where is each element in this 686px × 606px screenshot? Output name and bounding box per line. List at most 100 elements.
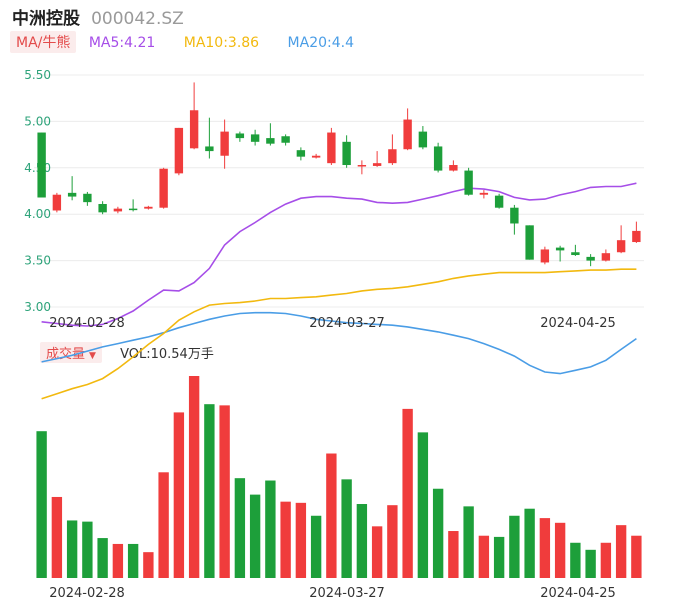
volume-bar[interactable] — [432, 488, 444, 578]
volume-bar[interactable] — [539, 518, 551, 578]
ma20-legend: MA20:4.4 — [287, 35, 354, 51]
stock-name: 中洲控股 — [12, 9, 80, 29]
candle[interactable] — [372, 151, 382, 167]
candle[interactable] — [586, 254, 595, 267]
volume-bar[interactable] — [173, 412, 185, 578]
x-axis-date-label: 2024-04-25 — [540, 316, 616, 331]
candle[interactable] — [525, 225, 534, 260]
candle[interactable] — [571, 244, 580, 256]
volume-bar[interactable] — [82, 521, 93, 578]
volume-bar[interactable] — [585, 549, 596, 578]
candle[interactable] — [616, 225, 626, 254]
caret-down-icon: ▼ — [89, 351, 96, 361]
volume-bar[interactable] — [371, 526, 383, 578]
volume-bar[interactable] — [326, 453, 337, 578]
candle[interactable] — [342, 135, 351, 168]
candle[interactable] — [296, 147, 306, 161]
candle[interactable] — [128, 199, 138, 212]
volume-bar[interactable] — [600, 542, 612, 578]
x-axis-date-label: 2024-04-25 — [540, 586, 616, 601]
volume-bar[interactable] — [524, 508, 535, 578]
ma5-line — [41, 182, 637, 327]
candlestick-series — [37, 82, 641, 267]
candle[interactable] — [37, 132, 46, 198]
candle[interactable] — [540, 246, 550, 265]
candle[interactable] — [113, 206, 123, 214]
candle[interactable] — [189, 82, 199, 150]
candle[interactable] — [403, 108, 412, 151]
candle[interactable] — [433, 142, 443, 173]
volume-bar[interactable] — [402, 408, 413, 578]
candle[interactable] — [510, 204, 519, 235]
chart-header: 中洲控股 000042.SZ — [12, 4, 184, 30]
volume-bar[interactable] — [127, 543, 139, 578]
volume-bar[interactable] — [615, 525, 627, 578]
volume-bar[interactable] — [387, 505, 398, 578]
candle[interactable] — [632, 221, 641, 243]
candle[interactable] — [494, 193, 504, 209]
volume-bar[interactable] — [295, 502, 307, 578]
volume-bar[interactable] — [265, 480, 276, 578]
ma-indicator-toggle[interactable]: MA/牛熊 — [10, 31, 77, 53]
volume-bar[interactable] — [36, 431, 47, 578]
candle[interactable] — [144, 205, 153, 210]
volume-bar[interactable] — [143, 552, 154, 578]
volume-bar[interactable] — [310, 515, 322, 578]
candle[interactable] — [464, 167, 473, 196]
volume-bar[interactable] — [341, 479, 352, 578]
volume-bar[interactable] — [51, 496, 63, 578]
volume-legend: 成交量 ▼ VOL:10.54万手 — [40, 342, 214, 363]
candle[interactable] — [205, 117, 214, 159]
volume-bar[interactable] — [509, 515, 520, 578]
candle[interactable] — [601, 249, 611, 262]
candle[interactable] — [67, 176, 77, 201]
volume-bar[interactable] — [493, 536, 505, 578]
candle[interactable] — [449, 160, 458, 172]
volume-bars — [36, 376, 642, 578]
volume-bar[interactable] — [97, 538, 108, 578]
volume-bar[interactable] — [417, 432, 429, 578]
ma-legend: MA/牛熊 MA5:4.21 MA10:3.86 MA20:4.4 — [10, 31, 378, 53]
candle[interactable] — [174, 127, 184, 176]
volume-bar[interactable] — [249, 494, 261, 578]
candle[interactable] — [83, 191, 92, 206]
y-tick-label: 5.00 — [24, 114, 51, 128]
volume-bar[interactable] — [554, 522, 566, 578]
volume-bar[interactable] — [188, 376, 200, 578]
candle[interactable] — [250, 129, 260, 146]
candle[interactable] — [159, 167, 168, 209]
volume-bar[interactable] — [234, 478, 246, 578]
candle[interactable] — [235, 131, 245, 142]
volume-bar[interactable] — [570, 542, 581, 578]
candle[interactable] — [281, 134, 290, 146]
candle[interactable] — [388, 134, 397, 166]
ma10-line — [41, 268, 637, 400]
ma5-legend: MA5:4.21 — [88, 35, 156, 51]
candle[interactable] — [52, 192, 62, 213]
y-tick-label: 5.50 — [24, 68, 51, 82]
candle[interactable] — [357, 160, 367, 175]
volume-bar[interactable] — [448, 531, 459, 578]
volume-bar[interactable] — [463, 506, 474, 578]
candle[interactable] — [418, 126, 428, 150]
volume-bar[interactable] — [66, 520, 78, 578]
candle[interactable] — [479, 190, 489, 199]
volume-bar[interactable] — [631, 535, 642, 578]
volume-bar[interactable] — [204, 404, 215, 578]
y-tick-label: 3.50 — [24, 254, 51, 268]
candle[interactable] — [220, 119, 229, 169]
candle[interactable] — [98, 201, 107, 215]
volume-bar[interactable] — [158, 472, 169, 578]
volume-bar[interactable] — [280, 501, 291, 578]
candle[interactable] — [555, 245, 565, 262]
x-axis-date-label: 2024-03-27 — [309, 316, 385, 331]
volume-bar[interactable] — [478, 535, 490, 578]
candle[interactable] — [266, 123, 275, 146]
volume-bar[interactable] — [112, 543, 124, 578]
volume-bar[interactable] — [219, 405, 230, 578]
candle[interactable] — [311, 153, 321, 159]
candle[interactable] — [327, 127, 336, 166]
ma10-legend: MA10:3.86 — [183, 35, 260, 51]
volume-bar[interactable] — [356, 504, 368, 578]
